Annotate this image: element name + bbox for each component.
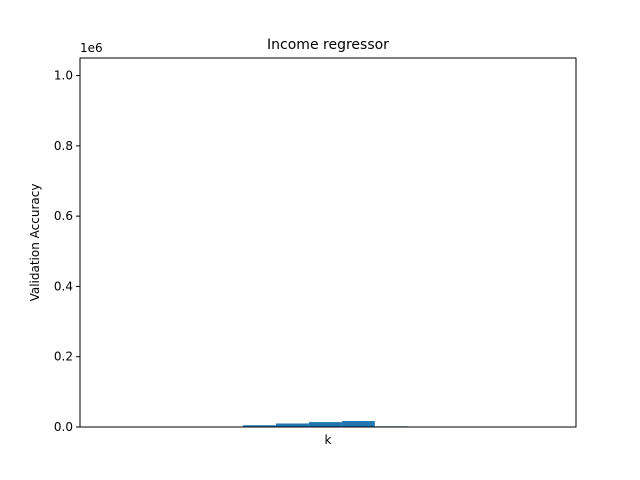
bar-1 — [242, 425, 276, 427]
x-axis-label: k — [325, 433, 332, 447]
bar-2 — [275, 423, 309, 427]
y-tick-label: 1.0 — [54, 69, 73, 83]
y-axis-label: Validation Accuracy — [28, 184, 42, 302]
bar-4 — [341, 421, 375, 427]
y-tick-label: 0.8 — [54, 139, 73, 153]
chart-title: Income regressor — [267, 37, 389, 53]
y-axis-offset-label: 1e6 — [80, 41, 103, 55]
y-axis: 0.0 0.2 0.4 0.6 0.8 1.0 — [54, 69, 80, 434]
plot-frame — [79, 57, 577, 428]
y-tick-label: 0.2 — [54, 350, 73, 364]
y-tick-label: 0.4 — [54, 279, 73, 293]
y-tick-label: 0.0 — [54, 420, 73, 434]
bar-3 — [308, 422, 342, 427]
y-tick-label: 0.6 — [54, 209, 73, 223]
plot-area — [80, 58, 576, 427]
